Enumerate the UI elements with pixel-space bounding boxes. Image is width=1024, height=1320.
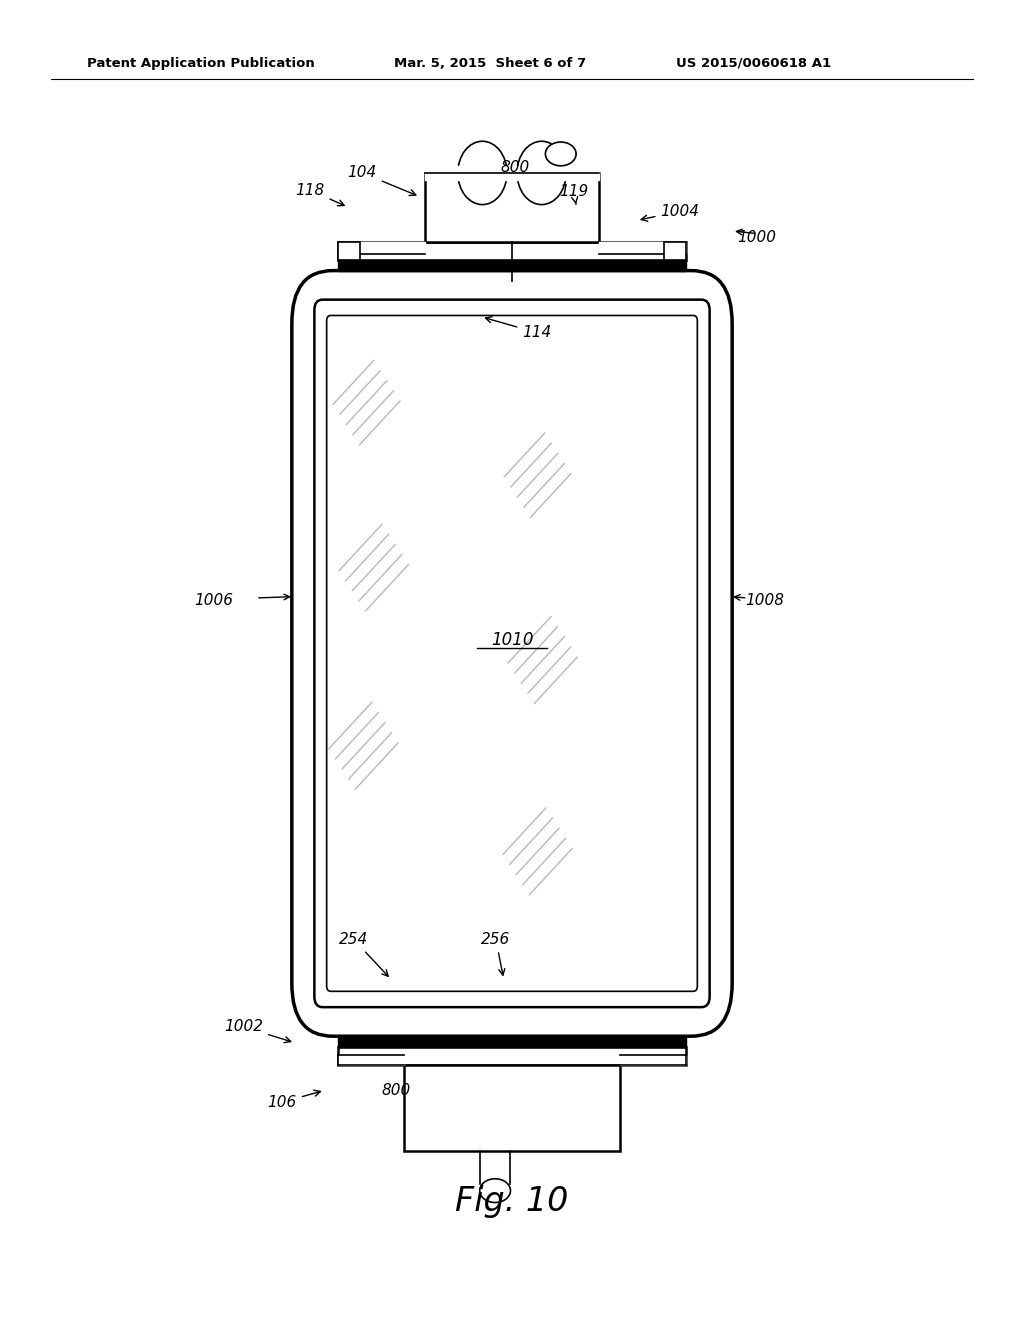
Polygon shape (338, 1036, 686, 1047)
Text: 800: 800 (382, 1082, 412, 1098)
Polygon shape (338, 260, 686, 271)
Text: Patent Application Publication: Patent Application Publication (87, 57, 314, 70)
Bar (404, 1065, 620, 1151)
Ellipse shape (458, 141, 507, 205)
Text: 1002: 1002 (224, 1019, 291, 1043)
Text: Mar. 5, 2015  Sheet 6 of 7: Mar. 5, 2015 Sheet 6 of 7 (394, 57, 587, 70)
Bar (338, 242, 686, 260)
Polygon shape (599, 242, 686, 253)
Text: 1006: 1006 (195, 593, 233, 609)
Text: US 2015/0060618 A1: US 2015/0060618 A1 (676, 57, 830, 70)
Ellipse shape (479, 1179, 510, 1203)
Text: 800: 800 (501, 160, 530, 176)
Polygon shape (425, 166, 599, 180)
Bar (425, 173, 599, 242)
Bar (338, 1047, 686, 1065)
Text: 118: 118 (295, 182, 344, 206)
Text: 119: 119 (559, 183, 589, 205)
FancyBboxPatch shape (327, 315, 697, 991)
Text: 106: 106 (267, 1090, 321, 1110)
Polygon shape (338, 242, 425, 253)
Text: Fig. 10: Fig. 10 (456, 1185, 568, 1217)
Text: 114: 114 (485, 317, 552, 341)
Ellipse shape (517, 141, 566, 205)
Polygon shape (338, 1055, 404, 1065)
FancyBboxPatch shape (292, 271, 732, 1036)
Polygon shape (620, 1055, 686, 1065)
Text: 1000: 1000 (737, 230, 776, 246)
Text: 1008: 1008 (745, 593, 784, 609)
Bar (664, 242, 686, 260)
Ellipse shape (546, 143, 577, 166)
Text: 104: 104 (347, 165, 416, 195)
Bar (338, 242, 360, 260)
Text: 1004: 1004 (641, 203, 699, 222)
Text: 1010: 1010 (490, 631, 534, 649)
Text: 254: 254 (339, 932, 388, 977)
Text: 256: 256 (481, 932, 511, 975)
FancyBboxPatch shape (314, 300, 710, 1007)
